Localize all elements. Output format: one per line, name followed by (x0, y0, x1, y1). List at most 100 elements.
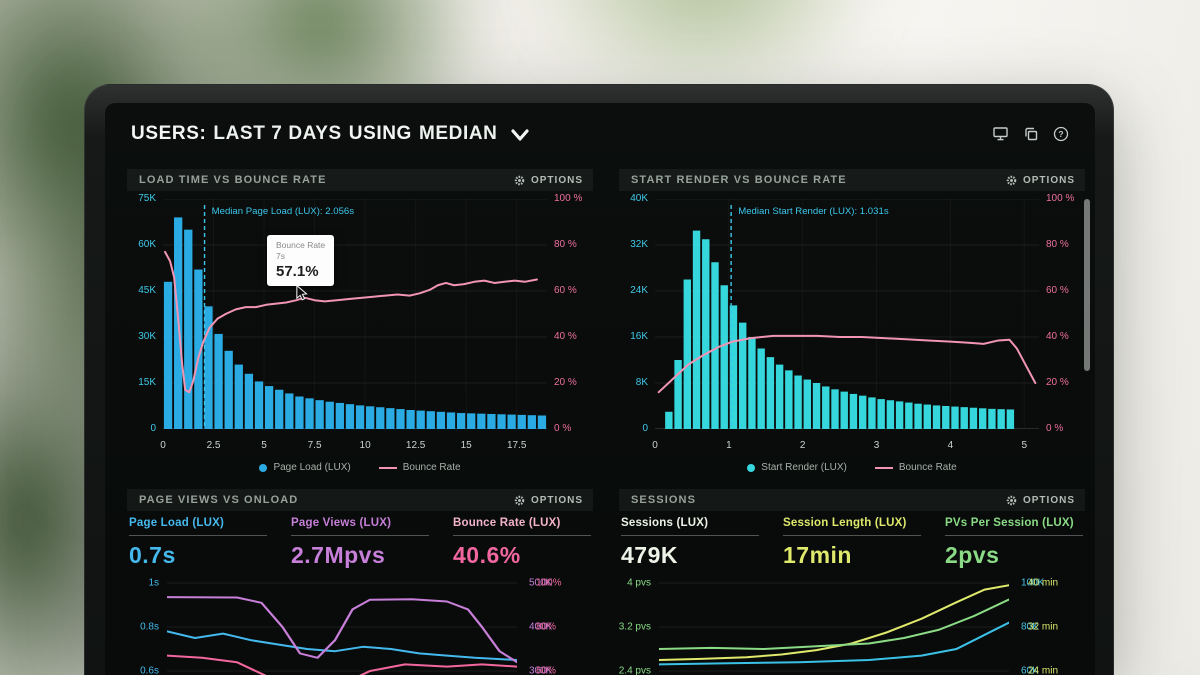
metric-value: 2pvs (945, 542, 1000, 568)
legend-item: Bounce Rate (874, 462, 957, 473)
axis-tick-label: 15 (460, 440, 472, 451)
dashboard-screen: USERS: LAST 7 DAYS USING MEDIAN (105, 103, 1095, 675)
svg-text:Median Page Load (LUX): 2.056s: Median Page Load (LUX): 2.056s (212, 206, 355, 217)
gear-icon (1006, 495, 1017, 505)
panel-grid: LOAD TIME VS BOUNCE RATE OPTIONS 75K 60K 4… (105, 169, 1095, 675)
panel-title: START RENDER VS BOUNCE RATE (631, 174, 847, 186)
axis-tick-label: 8K (635, 377, 648, 388)
axis-tick-label: 0 % (1046, 423, 1064, 434)
legend-item: Start Render (LUX) (747, 462, 847, 473)
page-title: USERS: LAST 7 DAYS USING MEDIAN (131, 123, 529, 145)
sessions-chart[interactable] (659, 573, 1009, 675)
panel-header: PAGE VIEWS VS ONLOAD OPTIONS (127, 489, 593, 511)
metric-label: PVs Per Session (LUX) (945, 517, 1083, 536)
options-label: OPTIONS (530, 174, 583, 186)
axis-tick-label: 0 (160, 440, 166, 451)
title-metric[interactable]: MEDIAN (418, 123, 498, 144)
panel-load-time: LOAD TIME VS BOUNCE RATE OPTIONS 75K 60K 4… (127, 169, 593, 473)
metric-row: Page Load (LUX) 0.7s Page Views (LUX) 2.… (127, 511, 593, 569)
legend-dot-swatch (259, 463, 268, 472)
panel-title: SESSIONS (631, 494, 697, 506)
y-axis-left: 4 pvs 3.2 pvs 2.4 pvs (619, 573, 659, 675)
axis-tick-label: 75K (138, 193, 156, 204)
tooltip-title: Bounce Rate (276, 240, 326, 250)
scrollbar-thumb[interactable] (1084, 199, 1090, 371)
mouse-cursor-icon (296, 285, 308, 301)
axis-tick-label: 80 % (554, 239, 577, 250)
legend-item: Page Load (LUX) (259, 462, 351, 473)
y-axis-right: 100 % 80 % 60 % 40 % 20 % 0 % (1039, 194, 1085, 434)
axis-tick-label: 3 (873, 440, 880, 451)
axis-tick-label: 0.6s (140, 665, 159, 675)
panel-header: SESSIONS OPTIONS (619, 489, 1085, 511)
metric-label: Page Views (LUX) (291, 517, 429, 536)
metric-pvs-per-session[interactable]: PVs Per Session (LUX) 2pvs (945, 517, 1083, 569)
laptop-bezel: USERS: LAST 7 DAYS USING MEDIAN (84, 84, 1114, 675)
bars-series (665, 230, 1015, 429)
y-axis-left: 75K 60K 45K 30K 15K 0 (127, 194, 163, 434)
options-button[interactable]: OPTIONS (1006, 495, 1075, 506)
axis-tick-label: 24K (630, 285, 648, 296)
page-views-onload-chart[interactable] (167, 573, 517, 675)
axis-tick-label: 40 % (554, 331, 577, 342)
options-button[interactable]: OPTIONS (514, 495, 583, 506)
axis-tick-label: 4 pvs (627, 577, 651, 589)
panel-title: PAGE VIEWS VS ONLOAD (139, 494, 299, 506)
axis-tick-label: 60 % (554, 285, 577, 296)
help-icon[interactable]: ? (1053, 126, 1069, 142)
axis-tick-label: 7.5 (307, 440, 322, 451)
panel-start-render: START RENDER VS BOUNCE RATE OPTIONS 40K 3… (619, 169, 1085, 473)
metric-session-length[interactable]: Session Length (LUX) 17min (783, 517, 921, 569)
axis-tick-label: 12.5 (405, 440, 426, 451)
axis-tick-label: 2 (799, 440, 806, 451)
header-icon-group: ? (992, 126, 1069, 142)
axis-tick-label: 100 % (554, 193, 583, 204)
panel-header: START RENDER VS BOUNCE RATE OPTIONS (619, 169, 1085, 191)
load-time-chart[interactable]: Median Page Load (LUX): 2.056s Bounce Ra… (163, 199, 547, 429)
axis-tick-label: 0 (642, 423, 648, 434)
title-range[interactable]: LAST 7 DAYS (213, 123, 342, 144)
legend-item: Bounce Rate (378, 462, 461, 473)
y-axis-right: 100K 40 min 80K 32 min 60K 24 min (1021, 577, 1059, 675)
y-axis-right: 500K 100% 400K 80% 300K 60% (529, 577, 562, 675)
axis-tick-label: 0 % (554, 423, 572, 434)
chart-legend: Start Render (LUX) Bounce Rate (619, 462, 1085, 473)
axis-tick-label: 1 (726, 440, 732, 451)
tooltip-value: 57.1% (276, 263, 319, 281)
metric-value: 17min (783, 542, 852, 568)
metric-value: 40.6% (453, 542, 521, 568)
axis-tick-label: 80 % (1046, 239, 1069, 250)
display-icon[interactable] (992, 126, 1009, 142)
axis-tick-label: 60K (138, 239, 156, 250)
chevron-down-icon[interactable] (510, 129, 529, 141)
axis-tick-label: 0 (150, 423, 156, 434)
options-button[interactable]: OPTIONS (1006, 175, 1075, 186)
axis-tick-label: 20 % (554, 377, 577, 388)
metric-bounce-rate[interactable]: Bounce Rate (LUX) 40.6% (453, 517, 591, 569)
axis-tick-label: 0.8s (140, 621, 159, 633)
axis-tick-label: 5 (1021, 440, 1027, 451)
start-render-chart[interactable]: Median Start Render (LUX): 1.031s (655, 199, 1039, 429)
axis-tick-label: 3.2 pvs (618, 621, 651, 633)
metric-value: 0.7s (129, 542, 176, 568)
tooltip-time: 7s (276, 250, 285, 261)
gear-icon (514, 495, 525, 505)
panel-header: LOAD TIME VS BOUNCE RATE OPTIONS (127, 169, 593, 191)
metric-value: 2.7Mpvs (291, 542, 386, 568)
metric-label: Sessions (LUX) (621, 517, 759, 536)
x-axis: 0 1 2 3 4 5 (652, 438, 1039, 453)
metric-page-views[interactable]: Page Views (LUX) 2.7Mpvs (291, 517, 429, 569)
options-button[interactable]: OPTIONS (514, 175, 583, 186)
panel-title: LOAD TIME VS BOUNCE RATE (139, 174, 327, 186)
axis-tick-label: 60 % (1046, 285, 1069, 296)
tooltip: Bounce Rate 7s 57.1% (267, 235, 335, 287)
axis-tick-label: 0 (652, 440, 658, 451)
options-label: OPTIONS (530, 494, 583, 506)
y-axis-left: 1s 0.8s 0.6s (127, 573, 167, 675)
metric-sessions[interactable]: Sessions (LUX) 479K (621, 517, 759, 569)
metric-page-load[interactable]: Page Load (LUX) 0.7s (129, 517, 267, 569)
panel-page-views-onload: PAGE VIEWS VS ONLOAD OPTIONS Page Load (… (127, 489, 593, 675)
gear-icon (514, 175, 525, 185)
x-axis: 0 2.5 5 7.5 10 12.5 15 17.5 (160, 438, 547, 453)
open-window-icon[interactable] (1023, 126, 1039, 142)
